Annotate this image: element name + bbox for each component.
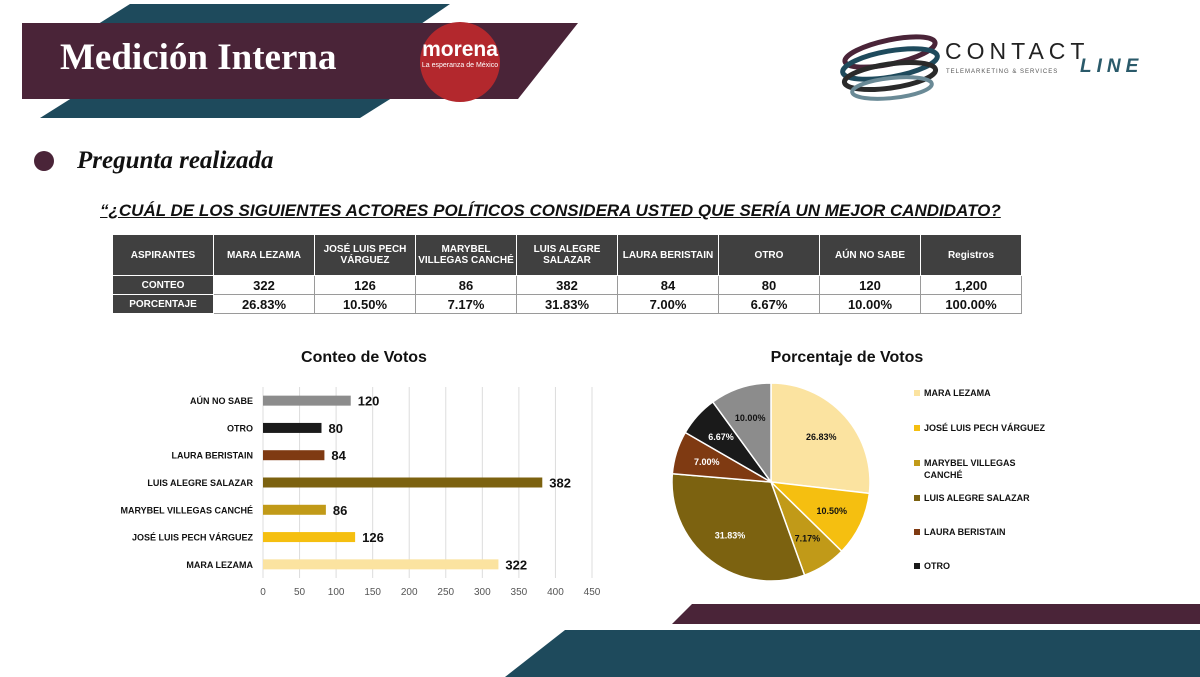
- legend-label: MARA LEZAMA: [924, 388, 991, 398]
- header-teal-band-top: [95, 4, 450, 26]
- table-cell: 126: [314, 275, 416, 295]
- bar-value-label: 120: [358, 394, 380, 409]
- bar-x-tick-label: 100: [328, 587, 345, 598]
- morena-logo: [420, 22, 500, 102]
- contact-line-globe-icon: [840, 34, 940, 101]
- section-bullet-icon: [34, 151, 54, 171]
- legend-label: LUIS ALEGRE SALAZAR: [924, 493, 1030, 503]
- bar-value-label: 322: [505, 557, 527, 572]
- bar-x-tick-label: 200: [401, 587, 418, 598]
- table-header-cell: MARA LEZAMA: [213, 234, 315, 276]
- legend-swatch: [914, 563, 920, 569]
- page-title: Medición Interna: [60, 37, 337, 78]
- table-header-cell: Registros: [920, 234, 1022, 276]
- footer-maroon-band: [672, 604, 1200, 624]
- bar-category-label: MARYBEL VILLEGAS CANCHÉ: [120, 505, 253, 515]
- bar-category-label: AÚN NO SABE: [190, 395, 253, 406]
- legend-swatch: [914, 495, 920, 501]
- table-cell: 322: [213, 275, 315, 295]
- pie-slice: [770, 382, 871, 495]
- bar-value-label: 80: [328, 421, 342, 436]
- bar-value-label: 84: [331, 448, 346, 463]
- header-teal-band-bottom: [40, 96, 395, 118]
- bar: [263, 532, 356, 543]
- results-table: ASPIRANTES MARA LEZAMA JOSÉ LUIS PECH VÁ…: [112, 234, 1022, 314]
- table-row-porcentaje: PORCENTAJE 26.83% 10.50% 7.17% 31.83% 7.…: [112, 294, 1022, 314]
- legend-label: LAURA BERISTAIN: [924, 527, 1006, 537]
- table-corner: ASPIRANTES: [112, 234, 214, 276]
- legend-swatch: [914, 425, 920, 431]
- table-row-label: CONTEO: [112, 275, 214, 295]
- bar-category-label: OTRO: [227, 423, 253, 433]
- morena-logo-name: morena: [422, 38, 498, 61]
- pie-value-label: 10.50%: [817, 506, 848, 516]
- table-header-cell: LAURA BERISTAIN: [617, 234, 719, 276]
- table-header-cell: JOSÉ LUIS PECH VÁRGUEZ: [314, 234, 416, 276]
- pie-value-label: 6.67%: [708, 432, 734, 442]
- brand-tagline: TELEMARKETING & SERVICES: [946, 69, 1059, 75]
- table-row-label: PORCENTAJE: [112, 294, 214, 314]
- table-cell: 26.83%: [213, 294, 315, 314]
- bar-value-label: 126: [362, 530, 384, 545]
- pie-value-label: 31.83%: [715, 530, 746, 540]
- bar-x-tick-label: 0: [260, 587, 266, 598]
- bar-x-tick-label: 150: [364, 587, 381, 598]
- survey-question: “¿CUÁL DE LOS SIGUIENTES ACTORES POLÍTIC…: [100, 201, 1001, 220]
- pie-slice: [711, 382, 772, 485]
- bar-value-label: 382: [549, 476, 571, 491]
- pie-chart-title: Porcentaje de Votos: [770, 349, 924, 366]
- bar-category-label: LUIS ALEGRE SALAZAR: [147, 478, 253, 488]
- legend-label: JOSÉ LUIS PECH VÁRGUEZ: [924, 423, 1046, 433]
- bar-chart-title: Conteo de Votos: [301, 349, 427, 366]
- table-cell: 84: [617, 275, 719, 295]
- footer-teal-band: [505, 630, 1200, 677]
- pie-value-label: 7.00%: [694, 457, 720, 467]
- table-cell: 7.17%: [415, 294, 517, 314]
- morena-logo-tagline: La esperanza de México: [421, 62, 499, 69]
- legend-swatch: [914, 460, 920, 466]
- pie-value-label: 10.00%: [735, 413, 766, 423]
- bar-x-tick-label: 450: [584, 587, 601, 598]
- legend-swatch: [914, 390, 920, 396]
- table-cell: 7.00%: [617, 294, 719, 314]
- bar: [263, 422, 322, 433]
- table-header-cell: AÚN NO SABE: [819, 234, 921, 276]
- brand-line-text: LINE: [1080, 56, 1144, 77]
- table-cell: 100.00%: [920, 294, 1022, 314]
- table-cell: 10.50%: [314, 294, 416, 314]
- pie-value-label: 7.17%: [795, 534, 821, 544]
- bar-x-tick-label: 400: [547, 587, 564, 598]
- table-cell: 1,200: [920, 275, 1022, 295]
- bar: [263, 504, 326, 515]
- bar-value-label: 86: [333, 503, 347, 518]
- legend-label: OTRO: [924, 561, 950, 571]
- pie-slice: [671, 472, 806, 582]
- brand-contact-text: CONTACT: [945, 38, 1090, 64]
- bar: [263, 395, 351, 406]
- bar-x-tick-label: 350: [511, 587, 528, 598]
- bar-x-tick-label: 250: [437, 587, 454, 598]
- bar: [263, 559, 499, 570]
- legend-swatch: [914, 529, 920, 535]
- bar-category-label: LAURA BERISTAIN: [172, 451, 254, 461]
- legend-label: MARYBEL VILLEGAS CANCHÉ: [924, 458, 1016, 480]
- bar-x-tick-label: 50: [294, 587, 306, 598]
- section-title: Pregunta realizada: [77, 147, 274, 174]
- bar-category-label: JOSÉ LUIS PECH VÁRGUEZ: [132, 533, 254, 543]
- table-cell: 31.83%: [516, 294, 618, 314]
- bar-category-label: MARA LEZAMA: [186, 560, 253, 570]
- table-cell: 10.00%: [819, 294, 921, 314]
- bar-x-tick-label: 300: [474, 587, 491, 598]
- pie-value-label: 26.83%: [806, 432, 837, 442]
- bar: [263, 450, 325, 461]
- table-cell: 382: [516, 275, 618, 295]
- bar: [263, 477, 543, 488]
